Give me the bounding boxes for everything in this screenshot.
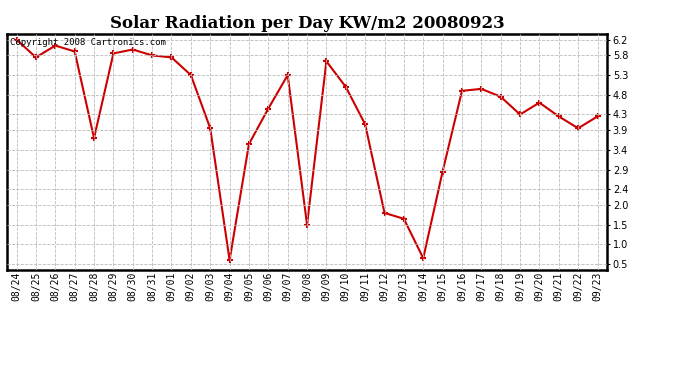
Text: Copyright 2008 Cartronics.com: Copyright 2008 Cartronics.com [10, 39, 166, 48]
Title: Solar Radiation per Day KW/m2 20080923: Solar Radiation per Day KW/m2 20080923 [110, 15, 504, 32]
